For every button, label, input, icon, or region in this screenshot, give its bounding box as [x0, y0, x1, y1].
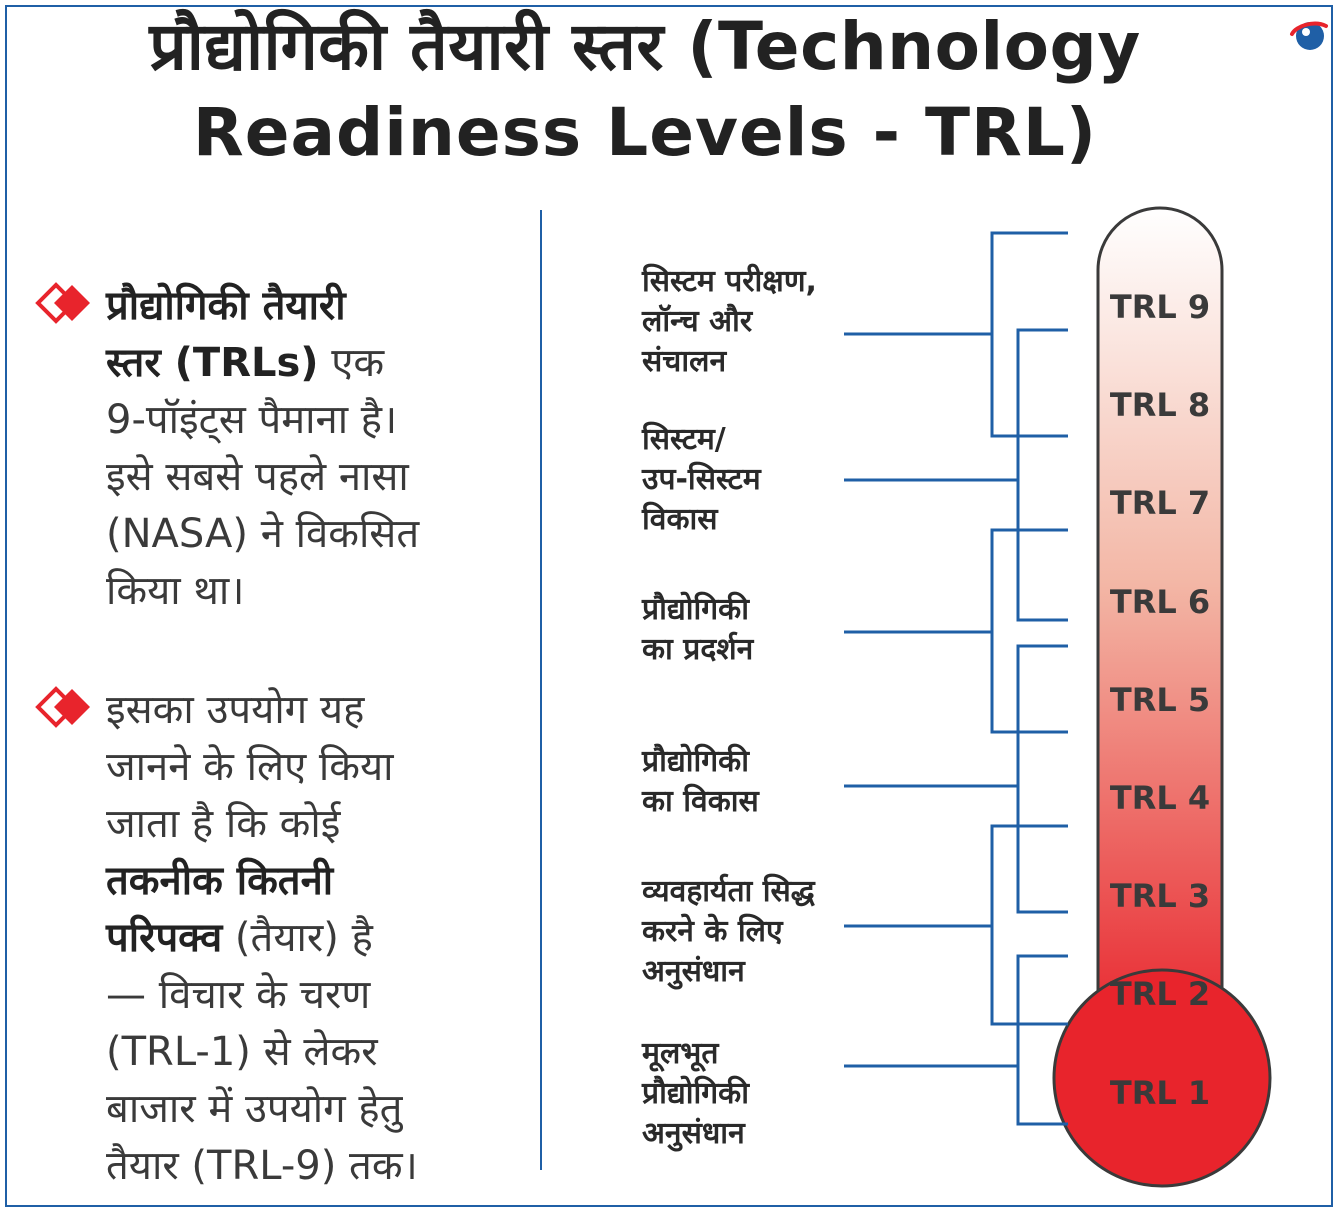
- title-line-2: Readiness Levels - TRL): [192, 94, 1098, 171]
- stage-label-line: अनुसंधान: [642, 1116, 745, 1151]
- red-diamond-icon: [35, 282, 90, 324]
- stage-label-line: मूलभूत: [642, 1036, 719, 1071]
- bullet-plain-text: — विचार के चरण: [106, 972, 371, 1018]
- stage-label-line: सिस्टम/: [642, 422, 726, 457]
- bullet-line: बाजार में उपयोग हेतु: [106, 1081, 514, 1138]
- stage-label-line: का विकास: [642, 784, 759, 819]
- stage-label-line: का प्रदर्शन: [642, 632, 754, 667]
- stage-label-line: लॉन्च और: [642, 304, 753, 339]
- trl-level-label: TRL 4: [1109, 779, 1211, 817]
- bullet-line: 9-पॉइंट्स पैमाना है।: [106, 392, 514, 449]
- stage-label: सिस्टम/उप-सिस्टम विकास: [642, 420, 761, 540]
- trl-level-label: TRL 3: [1109, 877, 1211, 916]
- bullet-line: इसे सबसे पहले नासा: [106, 449, 514, 506]
- stage-label-line: अनुसंधान: [642, 954, 745, 989]
- bullet-plain-text: किया था।: [106, 568, 245, 614]
- trl-level-label: TRL 6: [1109, 582, 1211, 621]
- stage-label-line: संचालन: [642, 344, 727, 379]
- bullet-plain-text: तैयार (TRL-9) तक।: [106, 1143, 418, 1189]
- bullet-point-1: प्रौद्योगिकी तैयारी स्तर (TRLs) एक 9-पॉइंट…: [34, 278, 514, 620]
- bullet-line: तकनीक कितनी: [106, 853, 514, 910]
- stage-label-line: व्यवहार्यता सिद्ध: [642, 874, 815, 909]
- stage-label-line: प्रौद्योगिकी: [642, 592, 749, 627]
- stage-label: प्रौद्योगिकी का विकास: [642, 742, 759, 822]
- bullet-line: तैयार (TRL-9) तक।: [106, 1138, 514, 1195]
- column-divider: [540, 210, 542, 1170]
- bullet-plain-text: बाजार में उपयोग हेतु: [106, 1086, 403, 1132]
- bullet-plain-text: इसे सबसे पहले नासा: [106, 454, 409, 500]
- trl-level-label: TRL 8: [1109, 386, 1211, 425]
- globe-logo-icon: [1290, 21, 1328, 50]
- bullet-1-text: प्रौद्योगिकी तैयारी स्तर (TRLs) एक 9-पॉइंट…: [34, 278, 514, 620]
- bullet-2-text: इसका उपयोग यह जानने के लिए किया जाता है कि…: [34, 682, 514, 1195]
- bullet-line: स्तर (TRLs) एक: [106, 335, 514, 392]
- title-line-1: प्रौद्योगिकी तैयारी स्तर (Technology: [149, 8, 1141, 85]
- thermometer: [1052, 206, 1272, 1188]
- bullet-bold-text: तकनीक कितनी: [106, 858, 334, 904]
- page-frame: [5, 5, 1333, 1207]
- bullet-line: प्रौद्योगिकी तैयारी: [106, 278, 514, 335]
- bullet-line: (TRL-1) से लेकर: [106, 1024, 514, 1081]
- bullet-bold-text: प्रौद्योगिकी तैयारी: [106, 283, 346, 329]
- bullet-plain-text: 9-पॉइंट्स पैमाना है।: [106, 397, 398, 443]
- bullet-point-2: इसका उपयोग यह जानने के लिए किया जाता है कि…: [34, 682, 514, 1195]
- trl-level-label: TRL 1: [1109, 1073, 1211, 1112]
- trl-level-label: TRL 7: [1109, 484, 1211, 523]
- bullet-plain-text: इसका उपयोग यह: [106, 687, 365, 733]
- trl-level-label: TRL 5: [1109, 680, 1211, 719]
- bullet-plain-text: (NASA) ने विकसित: [106, 511, 420, 557]
- stage-label: व्यवहार्यता सिद्ध करने के लिए अनुसंधान: [642, 872, 815, 992]
- bullet-bold-text: परिपक्व: [106, 915, 223, 961]
- bullet-plain-text: जाता है कि कोई: [106, 801, 341, 847]
- bullet-plain-text: जानने के लिए किया: [106, 744, 394, 790]
- stage-label-line: विकास: [642, 502, 718, 537]
- trl-level-label: TRL 9: [1109, 288, 1211, 326]
- bullet-plain-text: (TRL-1) से लेकर: [106, 1029, 378, 1075]
- stage-label-line: प्रौद्योगिकी: [642, 1076, 749, 1111]
- stage-label-line: उप-सिस्टम: [642, 462, 761, 497]
- stage-label-line: करने के लिए: [642, 914, 783, 949]
- stage-label-line: प्रौद्योगिकी: [642, 744, 749, 779]
- stage-label: प्रौद्योगिकी का प्रदर्शन: [642, 590, 753, 670]
- bullet-plain-text: एक: [318, 340, 385, 386]
- bullet-line: इसका उपयोग यह: [106, 682, 514, 739]
- bullet-line: परिपक्व (तैयार) है: [106, 910, 514, 967]
- stage-label: सिस्टम परीक्षण, लॉन्च और संचालन: [642, 262, 817, 382]
- bullet-plain-text: (तैयार) है: [222, 915, 373, 961]
- stage-label: मूलभूत प्रौद्योगिकी अनुसंधान: [642, 1034, 749, 1154]
- red-diamond-icon: [35, 686, 90, 728]
- bullet-line: (NASA) ने विकसित: [106, 506, 514, 563]
- stage-label-line: सिस्टम परीक्षण,: [642, 264, 817, 299]
- bullet-line: जाता है कि कोई: [106, 796, 514, 853]
- bullet-line: जानने के लिए किया: [106, 739, 514, 796]
- bullet-line: किया था।: [106, 563, 514, 620]
- bracket-lines: [844, 231, 1068, 1126]
- trl-level-label: TRL 2: [1109, 975, 1211, 1014]
- bullet-line: — विचार के चरण: [106, 967, 514, 1024]
- bullet-bold-text: स्तर (TRLs): [106, 340, 319, 386]
